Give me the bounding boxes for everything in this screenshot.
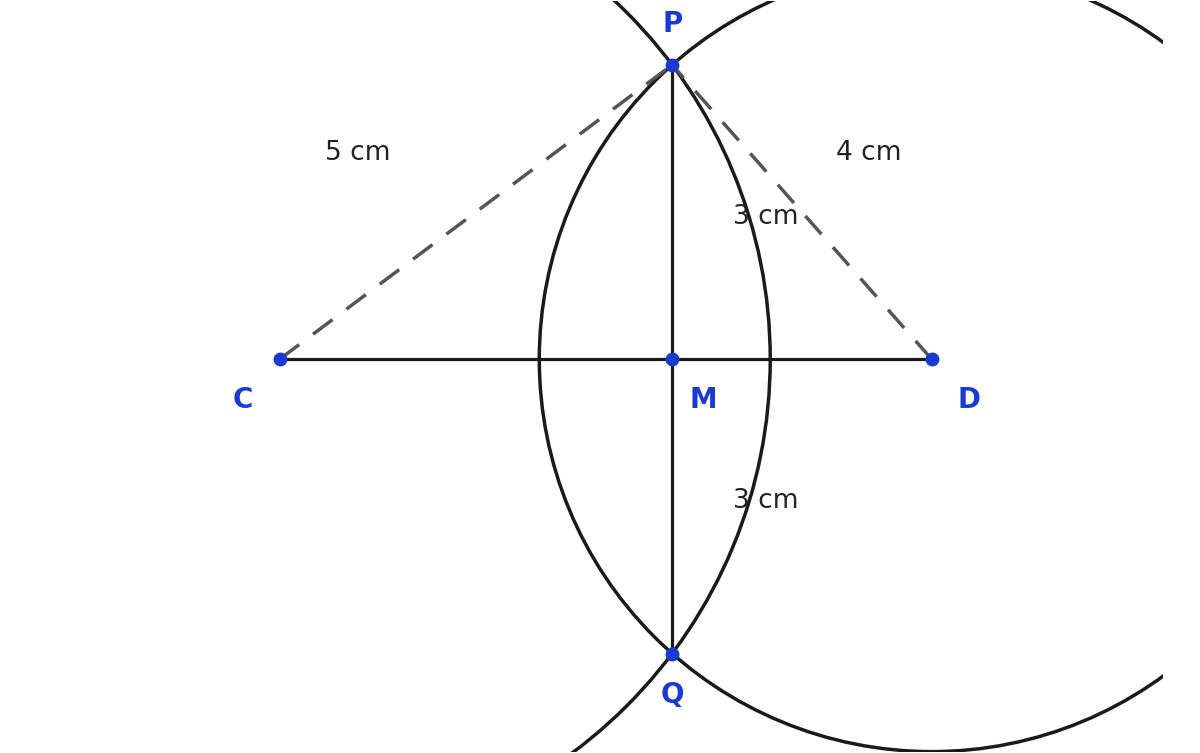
Text: Q: Q [660,681,684,709]
Text: 4 cm: 4 cm [835,140,901,166]
Text: D: D [958,386,980,414]
Text: P: P [662,10,683,38]
Text: 3 cm: 3 cm [733,204,798,230]
Text: C: C [233,386,253,414]
Text: 3 cm: 3 cm [733,489,798,514]
Text: M: M [690,386,718,414]
Text: 5 cm: 5 cm [325,140,391,166]
